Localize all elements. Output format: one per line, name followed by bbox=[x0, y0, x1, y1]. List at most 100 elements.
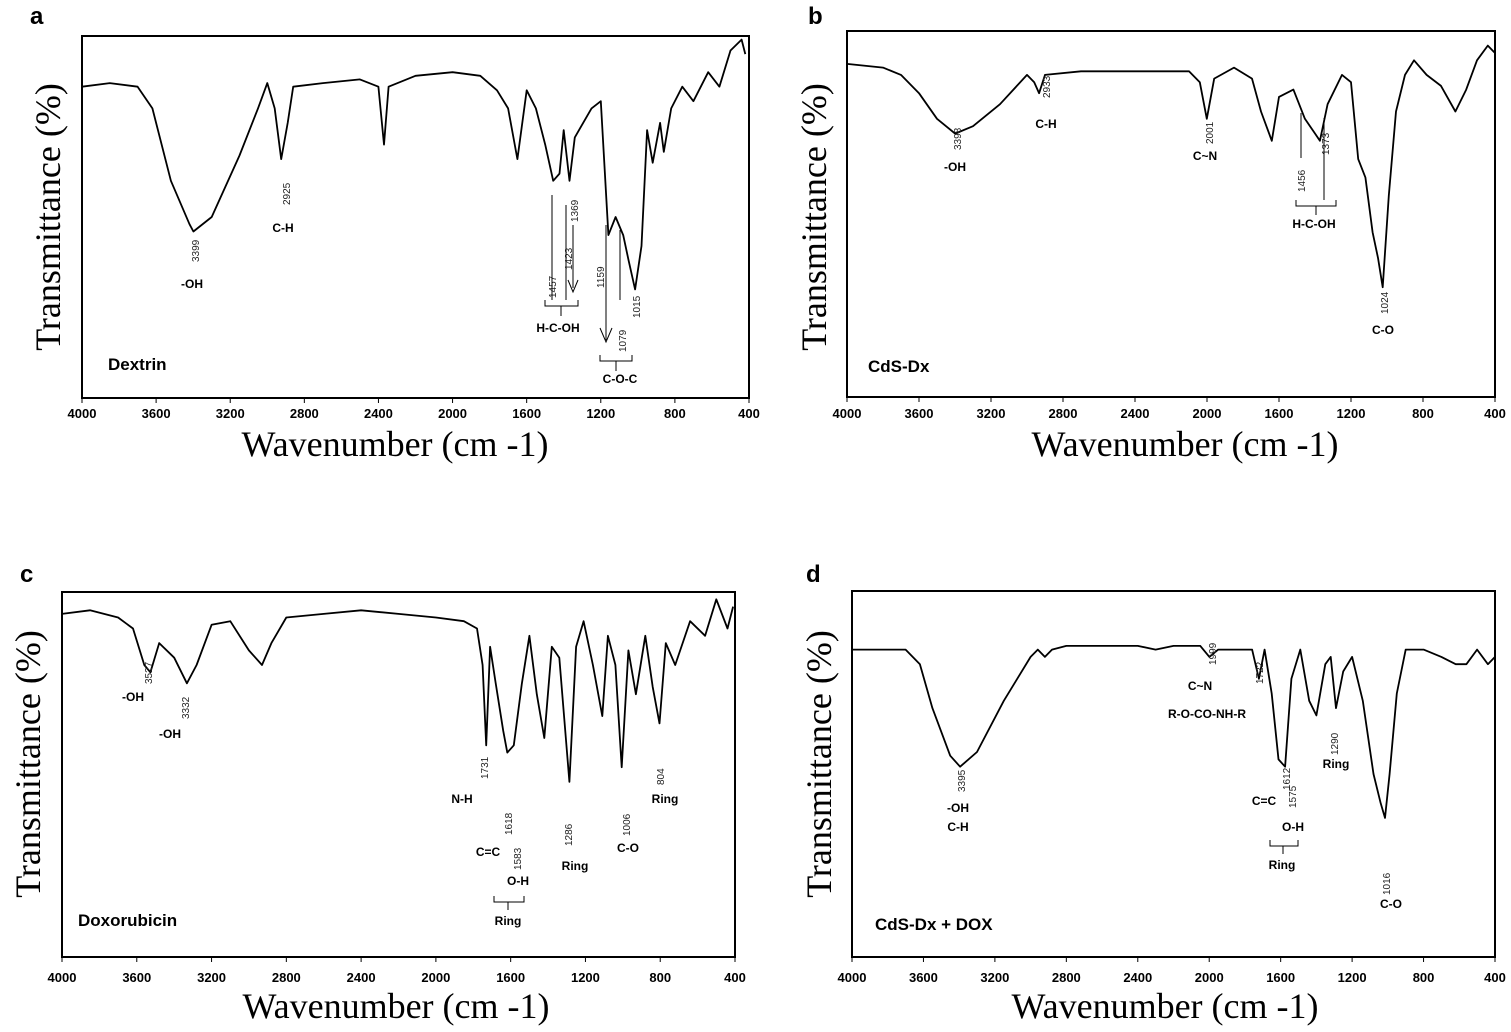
peak-number: 1369 bbox=[570, 199, 581, 222]
panel-c-x-ticks: 4000 3600 3200 2800 2400 2000 1600 1200 800 400 bbox=[48, 957, 746, 985]
x-tick-label: 2400 bbox=[1123, 970, 1152, 985]
panel-b-letter: b bbox=[808, 3, 823, 30]
x-tick-label: 1200 bbox=[1337, 406, 1366, 421]
peak-number: 804 bbox=[656, 768, 667, 785]
panel-c-spectrum-line bbox=[61, 598, 734, 783]
panel-b-annotation-markers bbox=[1295, 113, 1337, 215]
x-tick-label: 800 bbox=[1412, 406, 1434, 421]
peak-number: 1373 bbox=[1321, 132, 1332, 155]
x-tick-label: 2000 bbox=[438, 406, 467, 421]
x-tick-label: 800 bbox=[664, 406, 686, 421]
x-tick-label: 400 bbox=[1484, 970, 1506, 985]
assignment-label: C~N bbox=[1188, 679, 1212, 693]
assignment-label: C-H bbox=[947, 820, 968, 834]
assignment-label: -OH bbox=[159, 727, 181, 741]
peak-number: 1290 bbox=[1330, 732, 1341, 755]
assignment-label: R-O-CO-NH-R bbox=[1168, 707, 1246, 721]
assignment-label: -OH bbox=[947, 801, 969, 815]
assignment-label: C~N bbox=[1193, 149, 1217, 163]
panel-c-letter: c bbox=[20, 561, 33, 588]
x-tick-label: 3600 bbox=[122, 970, 151, 985]
assignment-label: -OH bbox=[181, 277, 203, 291]
x-tick-label: 2400 bbox=[364, 406, 393, 421]
peak-number: 3332 bbox=[181, 696, 192, 719]
panel-a-annotation-markers bbox=[544, 195, 633, 371]
x-tick-label: 400 bbox=[1484, 406, 1506, 421]
x-tick-label: 2800 bbox=[1052, 970, 1081, 985]
panel-d-letter: d bbox=[806, 561, 821, 588]
panel-c-sample-label: Doxorubicin bbox=[78, 911, 177, 930]
assignment-label: H-C-OH bbox=[1292, 217, 1335, 231]
peak-number: 1456 bbox=[1297, 169, 1308, 192]
peak-number: 1457 bbox=[548, 275, 559, 298]
assignment-label: N-H bbox=[451, 792, 472, 806]
x-tick-label: 2000 bbox=[421, 970, 450, 985]
x-tick-label: 4000 bbox=[68, 406, 97, 421]
assignment-label: Ring bbox=[562, 859, 589, 873]
panel-d-sample-label: CdS-Dx + DOX bbox=[875, 915, 993, 934]
peak-number: 2925 bbox=[282, 182, 293, 205]
peak-number: 1006 bbox=[622, 813, 633, 836]
panel-c-annotation-markers bbox=[493, 896, 525, 910]
panel-d-annotation-markers bbox=[1269, 840, 1299, 854]
x-tick-label: 1200 bbox=[586, 406, 615, 421]
peak-number: 1731 bbox=[480, 756, 491, 779]
x-tick-label: 3200 bbox=[980, 970, 1009, 985]
assignment-label: C-O-C bbox=[603, 372, 638, 386]
panel-d-spectrum-line bbox=[852, 645, 1496, 819]
x-tick-label: 1600 bbox=[512, 406, 541, 421]
panel-a-x-ticks: 4000 3600 3200 2800 2400 2000 1600 1200 800 400 bbox=[68, 398, 760, 421]
x-tick-label: 1200 bbox=[571, 970, 600, 985]
assignment-label: C-O bbox=[1380, 897, 1402, 911]
x-tick-label: 2800 bbox=[290, 406, 319, 421]
panel-c-frame bbox=[61, 591, 736, 958]
panel-b-x-ticks: 4000 3600 3200 2800 2400 2000 1600 1200 800 400 bbox=[833, 397, 1506, 421]
panel-a-spectrum-line bbox=[81, 38, 747, 291]
x-tick-label: 4000 bbox=[838, 970, 867, 985]
peak-number: 2001 bbox=[1205, 121, 1216, 144]
x-tick-label: 400 bbox=[738, 406, 760, 421]
x-tick-label: 1600 bbox=[496, 970, 525, 985]
peak-number: 1024 bbox=[1380, 291, 1391, 314]
panel-c-y-axis-label: Transmittance (%) bbox=[8, 630, 48, 898]
assignment-label: O-H bbox=[1282, 820, 1304, 834]
x-tick-label: 2000 bbox=[1195, 970, 1224, 985]
panel-a-x-axis-label: Wavenumber (cm -1) bbox=[242, 424, 549, 464]
assignment-label: C-H bbox=[272, 221, 293, 235]
assignment-label: C-H bbox=[1035, 117, 1056, 131]
x-tick-label: 3600 bbox=[142, 406, 171, 421]
peak-number: 1583 bbox=[513, 847, 524, 870]
peak-number: 3398 bbox=[953, 127, 964, 150]
panel-d-x-ticks: 4000 3600 3200 2800 2400 2000 1600 1200 800 400 bbox=[838, 957, 1506, 985]
panel-b-spectrum-line bbox=[846, 44, 1496, 289]
peak-number: 3527 bbox=[144, 661, 155, 684]
assignment-label: Ring bbox=[1269, 858, 1296, 872]
panel-b-y-axis-label: Transmittance (%) bbox=[794, 83, 834, 351]
x-tick-label: 1600 bbox=[1265, 406, 1294, 421]
assignment-label: Ring bbox=[495, 914, 522, 928]
panel-a-frame bbox=[81, 35, 750, 399]
panel-d-frame bbox=[851, 590, 1496, 958]
assignment-label: O-H bbox=[507, 874, 529, 888]
panel-a-letter: a bbox=[30, 3, 44, 30]
panel-d-x-axis-label: Wavenumber (cm -1) bbox=[1012, 986, 1319, 1026]
x-tick-label: 4000 bbox=[48, 970, 77, 985]
assignment-label: C-O bbox=[1372, 323, 1394, 337]
peak-number: 1722 bbox=[1255, 661, 1266, 684]
panel-c: c 4000 3600 3200 2800 2400 2000 1600 1200 800 400… bbox=[8, 561, 746, 1026]
panel-b-x-axis-label: Wavenumber (cm -1) bbox=[1032, 424, 1339, 464]
assignment-label: C=C bbox=[1252, 794, 1277, 808]
assignment-label: Ring bbox=[1323, 757, 1350, 771]
x-tick-label: 3600 bbox=[909, 970, 938, 985]
x-tick-label: 400 bbox=[724, 970, 746, 985]
x-tick-label: 3200 bbox=[216, 406, 245, 421]
panel-a-y-axis-label: Transmittance (%) bbox=[28, 83, 68, 351]
peak-number: 1612 bbox=[1282, 767, 1293, 790]
x-tick-label: 800 bbox=[1413, 970, 1435, 985]
peak-number: 1286 bbox=[564, 823, 575, 846]
peak-number: 1159 bbox=[596, 266, 607, 288]
peak-number: 3395 bbox=[957, 769, 968, 792]
peak-number: 1999 bbox=[1208, 642, 1219, 665]
panel-c-x-axis-label: Wavenumber (cm -1) bbox=[243, 986, 550, 1026]
